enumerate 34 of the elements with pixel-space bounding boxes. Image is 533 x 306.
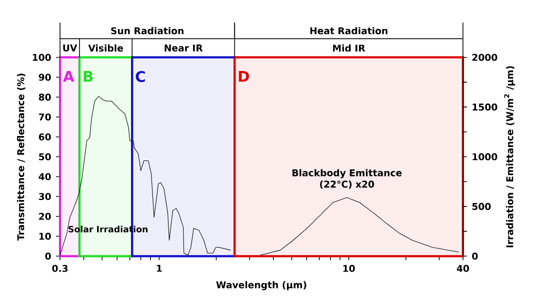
y-tick-label: 50 xyxy=(39,153,51,161)
x-axis-title: Wavelength (µm) xyxy=(216,281,306,290)
y2-axis-title: Irradiation / Emittance (W/m$^{2}$ /µm) xyxy=(504,66,516,248)
y-tick-label: 100 xyxy=(32,54,51,62)
x-tick-label: 0.3 xyxy=(52,265,68,272)
text: Mid IR xyxy=(333,44,366,52)
band-label: C xyxy=(136,71,145,82)
text: Heat Radiation xyxy=(310,27,388,35)
y2-tick-label: 1500 xyxy=(472,104,498,111)
text: Sun Radiation xyxy=(111,27,184,35)
y2-tick-label: 500 xyxy=(472,203,491,210)
series-label: Blackbody Emittance (22°C) x20 xyxy=(292,169,402,190)
y-axis-title: Transmittance / Reflectance (%) xyxy=(17,74,26,241)
text: Near IR xyxy=(164,44,203,52)
y-tick-label: 20 xyxy=(39,213,51,220)
y-tick-label: 90 xyxy=(38,74,51,81)
y-tick-label: 10 xyxy=(39,232,51,240)
band-label: B xyxy=(84,71,93,82)
band-label: D xyxy=(238,71,249,82)
text: UV xyxy=(63,44,78,52)
x-tick-label: 1 xyxy=(156,265,162,272)
y2-tick-label: 0 xyxy=(472,252,478,260)
y2-tick-label: 1000 xyxy=(472,153,498,161)
y-tick-label: 80 xyxy=(38,94,51,101)
x-tick-label: 10 xyxy=(343,265,355,272)
y-tick-label: 30 xyxy=(38,193,51,200)
y-tick-label: 70 xyxy=(38,114,51,121)
y-tick-label: 0 xyxy=(45,252,51,260)
y2-tick-label: 2000 xyxy=(472,54,498,62)
y-tick-label: 60 xyxy=(38,134,51,141)
y-tick-label: 40 xyxy=(38,173,51,180)
x-tick-label: 40 xyxy=(456,265,469,272)
band-label: A xyxy=(63,71,74,82)
text: Visible xyxy=(88,44,123,52)
